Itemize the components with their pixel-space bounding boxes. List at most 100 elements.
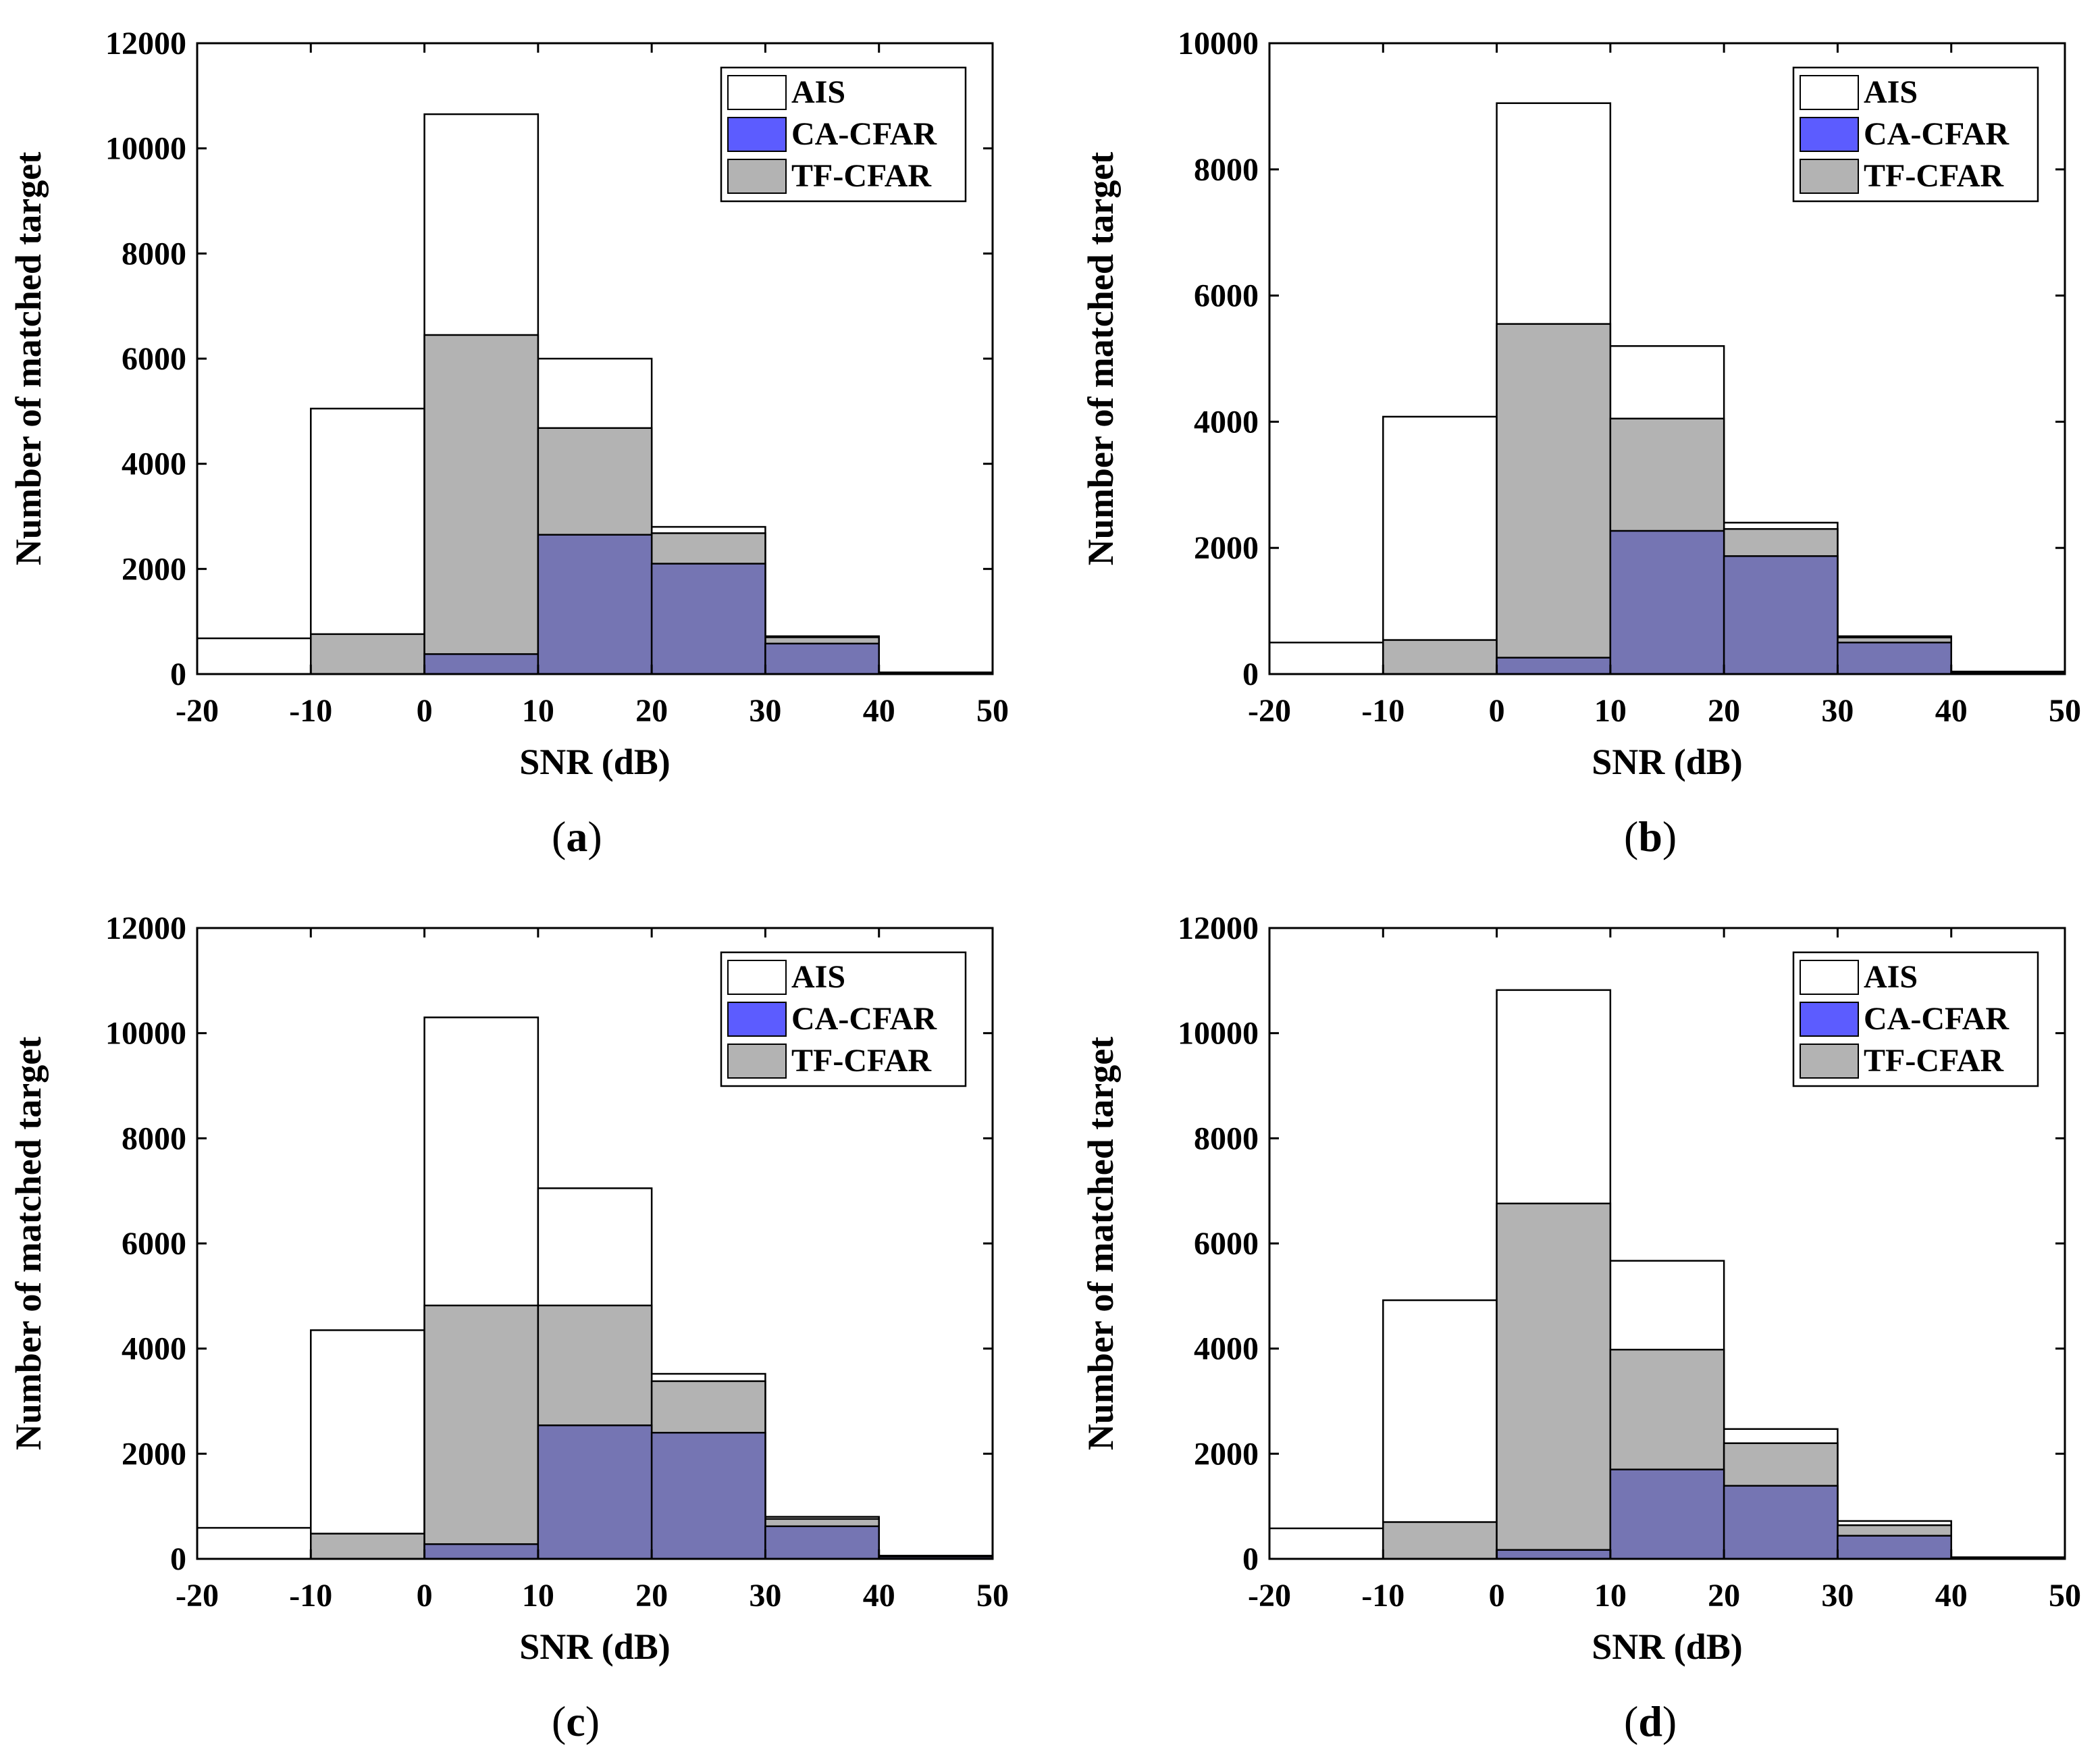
chart-panel-a: AIS: 680AIS: 5050AIS: 10650AIS: 6000AIS:… xyxy=(8,26,1009,860)
bar-ca-cfar-bin-2: CA-CFAR: 170 xyxy=(1496,1549,1612,1560)
bar-ais-bin-0: AIS: 680 xyxy=(196,637,312,675)
x-tick-label: 20 xyxy=(635,1578,668,1614)
x-tick-label: 10 xyxy=(1594,1578,1627,1614)
legend-label-ais: AIS xyxy=(791,959,845,995)
caption-close-paren: ) xyxy=(1662,813,1677,860)
legend: AIS CA-CFAR TF-CFAR xyxy=(1792,951,2039,1087)
y-tick-label: 4000 xyxy=(1194,1331,1259,1367)
x-tick-label: 50 xyxy=(976,1578,1009,1614)
bar-tf-cfar-bin-2: TF-CFAR: 6450 xyxy=(423,334,540,675)
x-tick-label: 50 xyxy=(976,693,1009,729)
panel-caption: (a) xyxy=(552,813,602,860)
y-tick-label: 10000 xyxy=(1178,1016,1259,1052)
bar-ca-cfar-bin-2: CA-CFAR: 280 xyxy=(423,1543,540,1560)
y-tick-label: 2000 xyxy=(122,1436,186,1472)
x-axis-label: SNR (dB) xyxy=(519,1626,671,1667)
y-tick-label: 8000 xyxy=(1194,152,1259,188)
chart-panel-d: AIS: 580AIS: 4920AIS: 10820AIS: 5670AIS:… xyxy=(1080,910,2081,1745)
y-tick-label: 6000 xyxy=(122,341,186,377)
y-tick-label: 0 xyxy=(170,657,186,692)
x-tick-label: -20 xyxy=(176,693,219,729)
y-axis-label: Number of matched target xyxy=(8,152,49,565)
legend-label-ca-cfar: CA-CFAR xyxy=(1864,1001,2010,1037)
y-tick-label: 2000 xyxy=(122,551,186,587)
x-tick-label: 40 xyxy=(863,1578,895,1614)
x-tick-label: 50 xyxy=(2049,1578,2081,1614)
x-tick-label: 50 xyxy=(2049,693,2081,729)
x-tick-label: 30 xyxy=(749,1578,781,1614)
y-tick-label: 10000 xyxy=(105,131,186,167)
bar-ca-cfar-bin-4: CA-CFAR: 1390 xyxy=(1723,1485,1839,1560)
caption-open-paren: ( xyxy=(552,813,566,860)
legend-label-tf-cfar: TF-CFAR xyxy=(1864,158,2004,194)
y-tick-label: 4000 xyxy=(1194,404,1259,440)
legend-swatch-ais xyxy=(727,75,787,110)
x-tick-label: 10 xyxy=(522,1578,554,1614)
caption-letter: a xyxy=(566,813,587,860)
bar-ca-cfar-bin-3: CA-CFAR: 2540 xyxy=(537,1424,653,1560)
x-tick-label: 10 xyxy=(522,693,554,729)
x-tick-label: -20 xyxy=(176,1578,219,1614)
bar-ca-cfar-bin-3: CA-CFAR: 1700 xyxy=(1609,1468,1725,1560)
legend-swatch-ca-cfar xyxy=(1800,1002,1859,1037)
legend-label-ca-cfar: CA-CFAR xyxy=(791,1001,937,1037)
bar-ais-bin-1: AIS: 4080 xyxy=(1382,415,1498,675)
panel-caption: (b) xyxy=(1624,813,1677,860)
legend-swatch-tf-cfar xyxy=(727,159,787,194)
bar-ca-cfar-bin-5: CA-CFAR: 440 xyxy=(1837,1535,1952,1560)
legend-label-ais: AIS xyxy=(791,74,845,110)
y-axis-label: Number of matched target xyxy=(1080,1037,1121,1450)
axes-frame xyxy=(1268,42,2066,675)
caption-close-paren: ) xyxy=(1662,1697,1677,1745)
y-tick-label: 10000 xyxy=(105,1016,186,1052)
caption-close-paren: ) xyxy=(585,1697,600,1745)
x-tick-label: 40 xyxy=(1935,693,1968,729)
legend: AIS CA-CFAR TF-CFAR xyxy=(1792,66,2039,203)
x-tick-label: -10 xyxy=(289,1578,332,1614)
y-tick-label: 10000 xyxy=(1178,26,1259,61)
bar-ca-cfar-bin-2: CA-CFAR: 380 xyxy=(423,653,540,675)
y-tick-label: 6000 xyxy=(122,1226,186,1262)
x-tick-label: 20 xyxy=(635,693,668,729)
y-tick-label: 0 xyxy=(1242,1541,1259,1577)
bar-tf-cfar-bin-1: TF-CFAR: 480 xyxy=(310,1533,425,1560)
y-tick-label: 2000 xyxy=(1194,530,1259,566)
x-tick-label: 0 xyxy=(417,693,433,729)
y-tick-label: 6000 xyxy=(1194,278,1259,314)
y-tick-label: 12000 xyxy=(105,910,186,946)
x-tick-label: 0 xyxy=(417,1578,433,1614)
legend: AIS CA-CFAR TF-CFAR xyxy=(720,66,967,203)
y-tick-label: 0 xyxy=(1242,657,1259,692)
bar-ais-bin-0: AIS: 580 xyxy=(1268,1527,1384,1560)
bar-ais-bin-0: AIS: 500 xyxy=(1268,642,1384,675)
bar-ca-cfar-bin-4: CA-CFAR: 2400 xyxy=(650,1431,766,1560)
y-tick-label: 4000 xyxy=(122,446,186,482)
bar-tf-cfar-bin-2: TF-CFAR: 4820 xyxy=(423,1304,540,1560)
x-tick-label: 30 xyxy=(749,693,781,729)
chart-panel-c: AIS: 590AIS: 4350AIS: 10300AIS: 7050AIS:… xyxy=(8,910,1009,1745)
caption-open-paren: ( xyxy=(552,1697,566,1745)
x-tick-label: -20 xyxy=(1248,693,1291,729)
bar-tf-cfar-bin-1: TF-CFAR: 700 xyxy=(1382,1521,1498,1560)
legend-label-ca-cfar: CA-CFAR xyxy=(1864,116,2010,152)
y-tick-label: 8000 xyxy=(1194,1121,1259,1156)
caption-letter: b xyxy=(1638,813,1662,860)
caption-letter: c xyxy=(566,1697,585,1745)
y-tick-label: 12000 xyxy=(1178,910,1259,946)
bar-ais-bin-0: AIS: 590 xyxy=(196,1526,312,1560)
x-axis-label: SNR (dB) xyxy=(519,742,671,782)
bar-ca-cfar-bin-5: CA-CFAR: 620 xyxy=(764,1525,880,1560)
x-tick-label: 30 xyxy=(1821,1578,1854,1614)
legend-swatch-ca-cfar xyxy=(727,117,787,152)
x-tick-label: 0 xyxy=(1489,693,1505,729)
legend-label-ca-cfar: CA-CFAR xyxy=(791,116,937,152)
x-axis-label: SNR (dB) xyxy=(1592,1626,1743,1667)
y-axis-label: Number of matched target xyxy=(8,1037,49,1450)
x-tick-label: 40 xyxy=(1935,1578,1968,1614)
bar-ca-cfar-bin-4: CA-CFAR: 2100 xyxy=(650,563,766,675)
bar-tf-cfar-bin-2: TF-CFAR: 6760 xyxy=(1496,1202,1612,1560)
bar-ca-cfar-bin-5: CA-CFAR: 500 xyxy=(1837,642,1952,675)
x-axis-label: SNR (dB) xyxy=(1592,742,1743,782)
caption-letter: d xyxy=(1638,1697,1662,1745)
